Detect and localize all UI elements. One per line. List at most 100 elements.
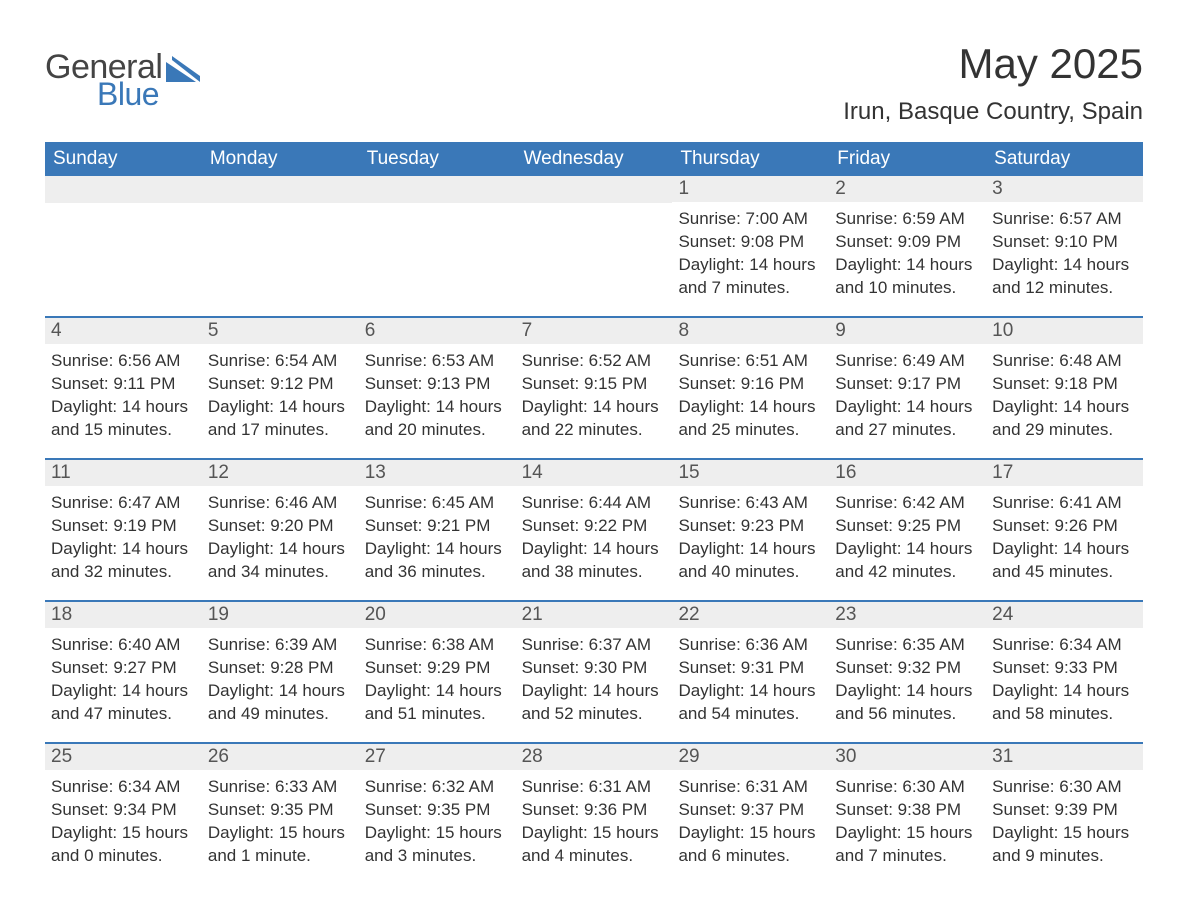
daylight-text: Daylight: 15 hours and 9 minutes. [992, 822, 1137, 868]
sunrise-text: Sunrise: 6:54 AM [208, 350, 353, 373]
day-cell: 23Sunrise: 6:35 AMSunset: 9:32 PMDayligh… [829, 602, 986, 742]
day-header: Saturday [986, 142, 1143, 176]
sunset-text: Sunset: 9:35 PM [208, 799, 353, 822]
day-body: Sunrise: 6:41 AMSunset: 9:26 PMDaylight:… [986, 486, 1143, 590]
day-cell: 26Sunrise: 6:33 AMSunset: 9:35 PMDayligh… [202, 744, 359, 884]
daylight-text: Daylight: 14 hours and 47 minutes. [51, 680, 196, 726]
day-cell: 9Sunrise: 6:49 AMSunset: 9:17 PMDaylight… [829, 318, 986, 458]
daylight-text: Daylight: 14 hours and 36 minutes. [365, 538, 510, 584]
day-cell: 25Sunrise: 6:34 AMSunset: 9:34 PMDayligh… [45, 744, 202, 884]
day-body: Sunrise: 6:46 AMSunset: 9:20 PMDaylight:… [202, 486, 359, 590]
daylight-text: Daylight: 14 hours and 38 minutes. [522, 538, 667, 584]
daylight-text: Daylight: 14 hours and 22 minutes. [522, 396, 667, 442]
sunrise-text: Sunrise: 6:51 AM [678, 350, 823, 373]
sunset-text: Sunset: 9:30 PM [522, 657, 667, 680]
day-number: 23 [829, 602, 986, 628]
day-cell [359, 176, 516, 316]
day-number [202, 176, 359, 203]
sunset-text: Sunset: 9:18 PM [992, 373, 1137, 396]
sunrise-text: Sunrise: 6:46 AM [208, 492, 353, 515]
day-body: Sunrise: 7:00 AMSunset: 9:08 PMDaylight:… [672, 202, 829, 306]
day-number: 11 [45, 460, 202, 486]
week-row: 1Sunrise: 7:00 AMSunset: 9:08 PMDaylight… [45, 176, 1143, 316]
day-number: 15 [672, 460, 829, 486]
daylight-text: Daylight: 14 hours and 29 minutes. [992, 396, 1137, 442]
day-cell: 11Sunrise: 6:47 AMSunset: 9:19 PMDayligh… [45, 460, 202, 600]
day-number: 19 [202, 602, 359, 628]
month-title: May 2025 [843, 40, 1143, 88]
daylight-text: Daylight: 15 hours and 1 minute. [208, 822, 353, 868]
daylight-text: Daylight: 14 hours and 7 minutes. [678, 254, 823, 300]
page-header: General Blue May 2025 Irun, Basque Count… [45, 40, 1143, 138]
sunrise-text: Sunrise: 6:31 AM [678, 776, 823, 799]
sunset-text: Sunset: 9:29 PM [365, 657, 510, 680]
day-cell: 14Sunrise: 6:44 AMSunset: 9:22 PMDayligh… [516, 460, 673, 600]
brand-logo: General Blue [45, 40, 200, 110]
day-body: Sunrise: 6:48 AMSunset: 9:18 PMDaylight:… [986, 344, 1143, 448]
day-number: 26 [202, 744, 359, 770]
day-body: Sunrise: 6:43 AMSunset: 9:23 PMDaylight:… [672, 486, 829, 590]
title-block: May 2025 Irun, Basque Country, Spain [843, 40, 1143, 138]
day-number: 20 [359, 602, 516, 628]
day-cell: 17Sunrise: 6:41 AMSunset: 9:26 PMDayligh… [986, 460, 1143, 600]
day-number: 21 [516, 602, 673, 628]
sunrise-text: Sunrise: 6:43 AM [678, 492, 823, 515]
sunrise-text: Sunrise: 6:48 AM [992, 350, 1137, 373]
sunrise-text: Sunrise: 6:30 AM [835, 776, 980, 799]
sunset-text: Sunset: 9:15 PM [522, 373, 667, 396]
day-body: Sunrise: 6:32 AMSunset: 9:35 PMDaylight:… [359, 770, 516, 874]
daylight-text: Daylight: 14 hours and 51 minutes. [365, 680, 510, 726]
day-body: Sunrise: 6:34 AMSunset: 9:34 PMDaylight:… [45, 770, 202, 874]
day-body: Sunrise: 6:36 AMSunset: 9:31 PMDaylight:… [672, 628, 829, 732]
day-body: Sunrise: 6:42 AMSunset: 9:25 PMDaylight:… [829, 486, 986, 590]
sunset-text: Sunset: 9:35 PM [365, 799, 510, 822]
daylight-text: Daylight: 14 hours and 45 minutes. [992, 538, 1137, 584]
day-cell: 6Sunrise: 6:53 AMSunset: 9:13 PMDaylight… [359, 318, 516, 458]
daylight-text: Daylight: 14 hours and 12 minutes. [992, 254, 1137, 300]
sunset-text: Sunset: 9:36 PM [522, 799, 667, 822]
day-header: Friday [829, 142, 986, 176]
day-number: 8 [672, 318, 829, 344]
sunset-text: Sunset: 9:10 PM [992, 231, 1137, 254]
daylight-text: Daylight: 14 hours and 17 minutes. [208, 396, 353, 442]
daylight-text: Daylight: 14 hours and 42 minutes. [835, 538, 980, 584]
sunrise-text: Sunrise: 6:31 AM [522, 776, 667, 799]
day-number: 27 [359, 744, 516, 770]
sunset-text: Sunset: 9:22 PM [522, 515, 667, 538]
daylight-text: Daylight: 14 hours and 40 minutes. [678, 538, 823, 584]
sunset-text: Sunset: 9:37 PM [678, 799, 823, 822]
day-body: Sunrise: 6:31 AMSunset: 9:36 PMDaylight:… [516, 770, 673, 874]
sunrise-text: Sunrise: 6:59 AM [835, 208, 980, 231]
sunrise-text: Sunrise: 6:41 AM [992, 492, 1137, 515]
sunrise-text: Sunrise: 6:34 AM [992, 634, 1137, 657]
day-number: 5 [202, 318, 359, 344]
day-number: 6 [359, 318, 516, 344]
sunset-text: Sunset: 9:38 PM [835, 799, 980, 822]
day-body: Sunrise: 6:54 AMSunset: 9:12 PMDaylight:… [202, 344, 359, 448]
day-body: Sunrise: 6:45 AMSunset: 9:21 PMDaylight:… [359, 486, 516, 590]
day-cell: 29Sunrise: 6:31 AMSunset: 9:37 PMDayligh… [672, 744, 829, 884]
day-header: Tuesday [359, 142, 516, 176]
day-cell [45, 176, 202, 316]
day-number: 14 [516, 460, 673, 486]
day-cell: 24Sunrise: 6:34 AMSunset: 9:33 PMDayligh… [986, 602, 1143, 742]
sunset-text: Sunset: 9:17 PM [835, 373, 980, 396]
day-cell: 19Sunrise: 6:39 AMSunset: 9:28 PMDayligh… [202, 602, 359, 742]
day-body: Sunrise: 6:49 AMSunset: 9:17 PMDaylight:… [829, 344, 986, 448]
day-body: Sunrise: 6:57 AMSunset: 9:10 PMDaylight:… [986, 202, 1143, 306]
day-cell: 18Sunrise: 6:40 AMSunset: 9:27 PMDayligh… [45, 602, 202, 742]
day-body: Sunrise: 6:37 AMSunset: 9:30 PMDaylight:… [516, 628, 673, 732]
day-header: Sunday [45, 142, 202, 176]
day-body: Sunrise: 6:51 AMSunset: 9:16 PMDaylight:… [672, 344, 829, 448]
sunrise-text: Sunrise: 6:45 AM [365, 492, 510, 515]
day-body: Sunrise: 6:53 AMSunset: 9:13 PMDaylight:… [359, 344, 516, 448]
sunrise-text: Sunrise: 6:35 AM [835, 634, 980, 657]
logo-text: General Blue [45, 50, 162, 110]
daylight-text: Daylight: 14 hours and 25 minutes. [678, 396, 823, 442]
sunset-text: Sunset: 9:20 PM [208, 515, 353, 538]
daylight-text: Daylight: 14 hours and 32 minutes. [51, 538, 196, 584]
daylight-text: Daylight: 14 hours and 58 minutes. [992, 680, 1137, 726]
day-body: Sunrise: 6:31 AMSunset: 9:37 PMDaylight:… [672, 770, 829, 874]
day-number: 24 [986, 602, 1143, 628]
daylight-text: Daylight: 15 hours and 0 minutes. [51, 822, 196, 868]
